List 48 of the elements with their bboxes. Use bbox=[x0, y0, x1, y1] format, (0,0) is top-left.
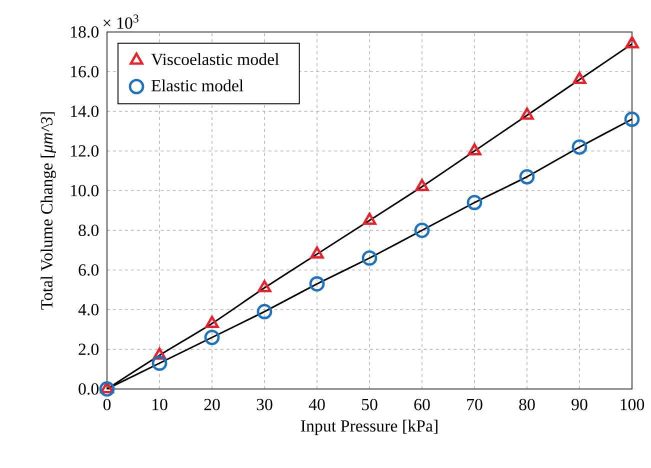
point bbox=[466, 194, 482, 210]
point bbox=[362, 250, 378, 266]
y-tick-label: 12.0 bbox=[71, 145, 99, 157]
x-tick-label: 30 bbox=[256, 398, 272, 410]
point bbox=[258, 280, 272, 292]
point bbox=[625, 36, 639, 48]
y-tick-label: 14.0 bbox=[71, 106, 99, 118]
y-tick-label: 8.0 bbox=[78, 224, 99, 236]
point bbox=[624, 112, 640, 127]
y-tick-label: 6.0 bbox=[78, 264, 99, 276]
x-axis-title: Input Pressure [kPa] bbox=[300, 420, 438, 436]
point bbox=[415, 178, 429, 192]
y-tick-label: 16.0 bbox=[71, 66, 99, 78]
point bbox=[256, 304, 272, 320]
point bbox=[205, 316, 219, 328]
point bbox=[468, 143, 482, 156]
legend-label: Elastic model bbox=[151, 79, 244, 92]
point bbox=[99, 381, 115, 397]
x-tick-label: 60 bbox=[414, 398, 430, 410]
point bbox=[519, 169, 535, 184]
y-tick-label: 4.0 bbox=[78, 304, 99, 316]
point bbox=[309, 276, 325, 292]
x-tick-label: 20 bbox=[204, 398, 220, 410]
y-tick-label: 18.0 bbox=[71, 26, 99, 38]
y-tick-label: 10.0 bbox=[71, 184, 99, 196]
point bbox=[152, 356, 168, 371]
x-tick-label: 70 bbox=[467, 398, 482, 410]
y-tick-label: 0.0 bbox=[78, 383, 99, 395]
point bbox=[204, 330, 220, 346]
point bbox=[572, 139, 588, 155]
x-tick-label: 90 bbox=[572, 398, 588, 410]
point bbox=[310, 246, 324, 259]
y-tick-label: 2.0 bbox=[78, 344, 99, 356]
point bbox=[414, 222, 430, 238]
x-tick-label: 0 bbox=[103, 398, 111, 410]
x-tick-label: 100 bbox=[620, 398, 644, 410]
point bbox=[100, 381, 114, 394]
legend-label: Viscoelastic model bbox=[151, 53, 279, 66]
x-tick-label: 80 bbox=[519, 398, 535, 410]
x-tick-label: 50 bbox=[362, 398, 378, 410]
point bbox=[572, 72, 586, 84]
text: × 10$^{3}$ bbox=[104, 14, 138, 29]
point bbox=[152, 348, 166, 360]
y-axis-title: Total Volume Change [μm^3] bbox=[40, 112, 56, 310]
x-tick-label: 10 bbox=[152, 398, 168, 410]
point bbox=[520, 108, 534, 120]
x-tick-label: 40 bbox=[308, 398, 325, 410]
point bbox=[362, 212, 376, 225]
